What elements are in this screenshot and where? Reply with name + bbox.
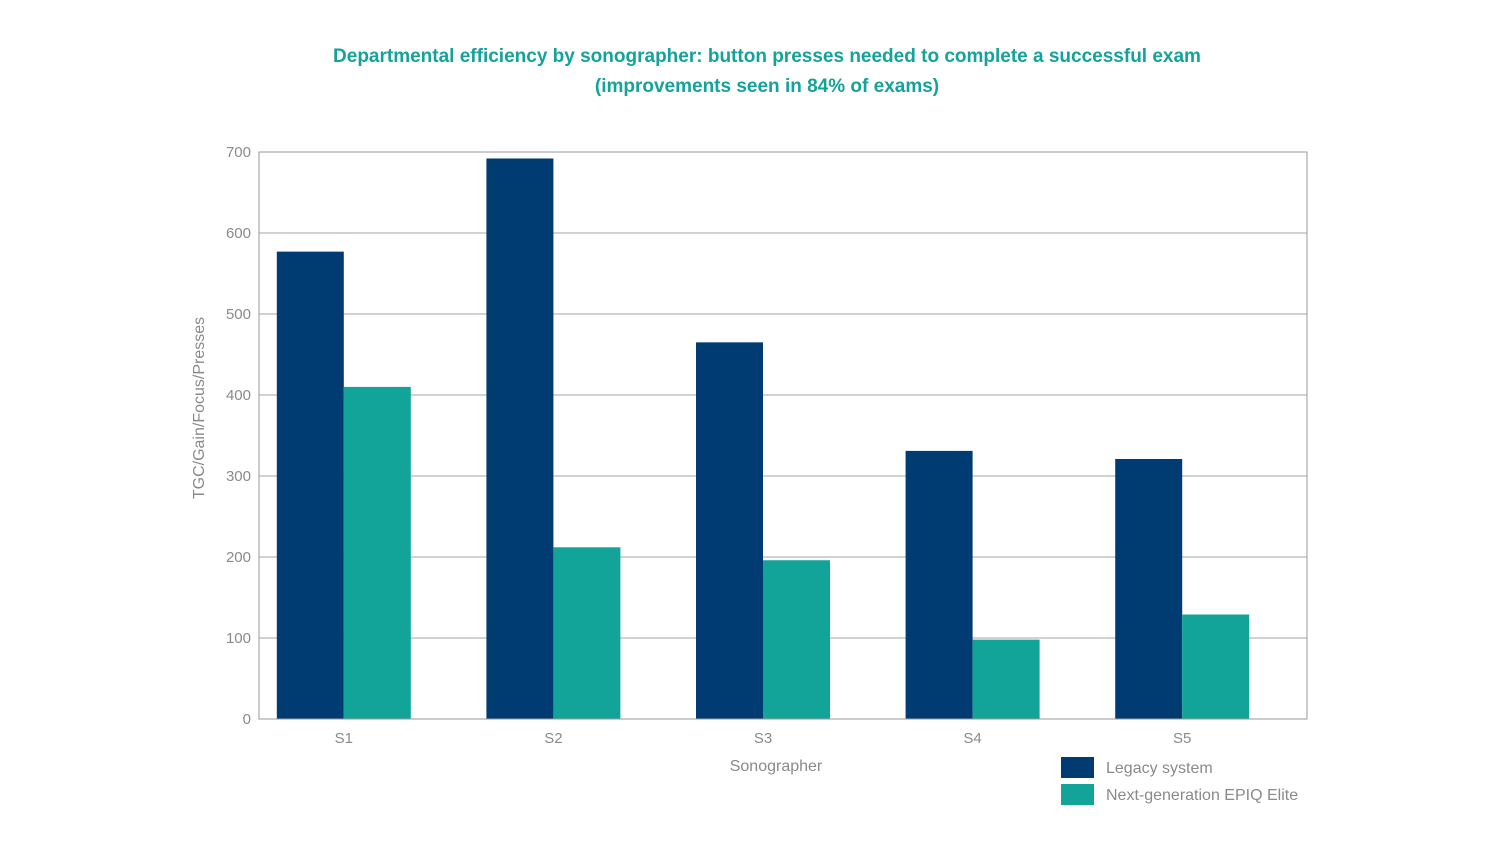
bar-epiq-s3 (763, 560, 830, 719)
legend-swatch (1061, 784, 1094, 805)
x-tick-labels: S1 S2 S3 S4 S5 (335, 730, 1192, 747)
y-tick-label: 500 (226, 306, 251, 323)
x-tick-label: S3 (754, 730, 772, 747)
bar-legacy-s5 (1115, 458, 1183, 719)
bars (276, 158, 1250, 720)
legend: Legacy system Next-generation EPIQ Elite (1061, 757, 1298, 805)
chart-title-line-2: (improvements seen in 84% of exams) (594, 76, 940, 97)
y-tick-label: 100 (226, 630, 251, 647)
y-tick-label: 300 (226, 468, 251, 485)
bar-epiq-s5 (1182, 614, 1250, 719)
y-tick-label: 0 (243, 711, 251, 728)
legend-label: Next-generation EPIQ Elite (1106, 787, 1298, 804)
x-tick-label: S1 (335, 730, 353, 747)
bar-epiq-s2 (553, 547, 621, 719)
y-tick-label: 400 (226, 387, 251, 404)
bar-legacy-s3 (696, 342, 763, 719)
y-tick-label: 600 (226, 225, 251, 242)
bar-epiq-s1 (343, 386, 411, 719)
bar-epiq-s4 (972, 639, 1040, 719)
x-tick-label: S4 (963, 730, 981, 747)
bar-legacy-s2 (486, 158, 554, 720)
y-tick-labels: 0 100 200 300 400 500 600 700 (226, 144, 251, 728)
bar-legacy-s1 (276, 251, 344, 719)
y-axis-label: TGC/Gain/Focus/Presses (191, 317, 208, 499)
y-tick-label: 700 (226, 144, 251, 161)
x-axis-label: Sonographer (730, 758, 823, 775)
x-tick-label: S2 (544, 730, 562, 747)
y-tick-label: 200 (226, 549, 251, 566)
x-tick-label: S5 (1173, 730, 1191, 747)
chart-title-line-1: Departmental efficiency by sonographer: … (333, 46, 1201, 67)
legend-label: Legacy system (1106, 760, 1213, 777)
bar-legacy-s4 (905, 450, 973, 719)
legend-swatch (1061, 757, 1094, 778)
plot-frame (258, 151, 1308, 720)
